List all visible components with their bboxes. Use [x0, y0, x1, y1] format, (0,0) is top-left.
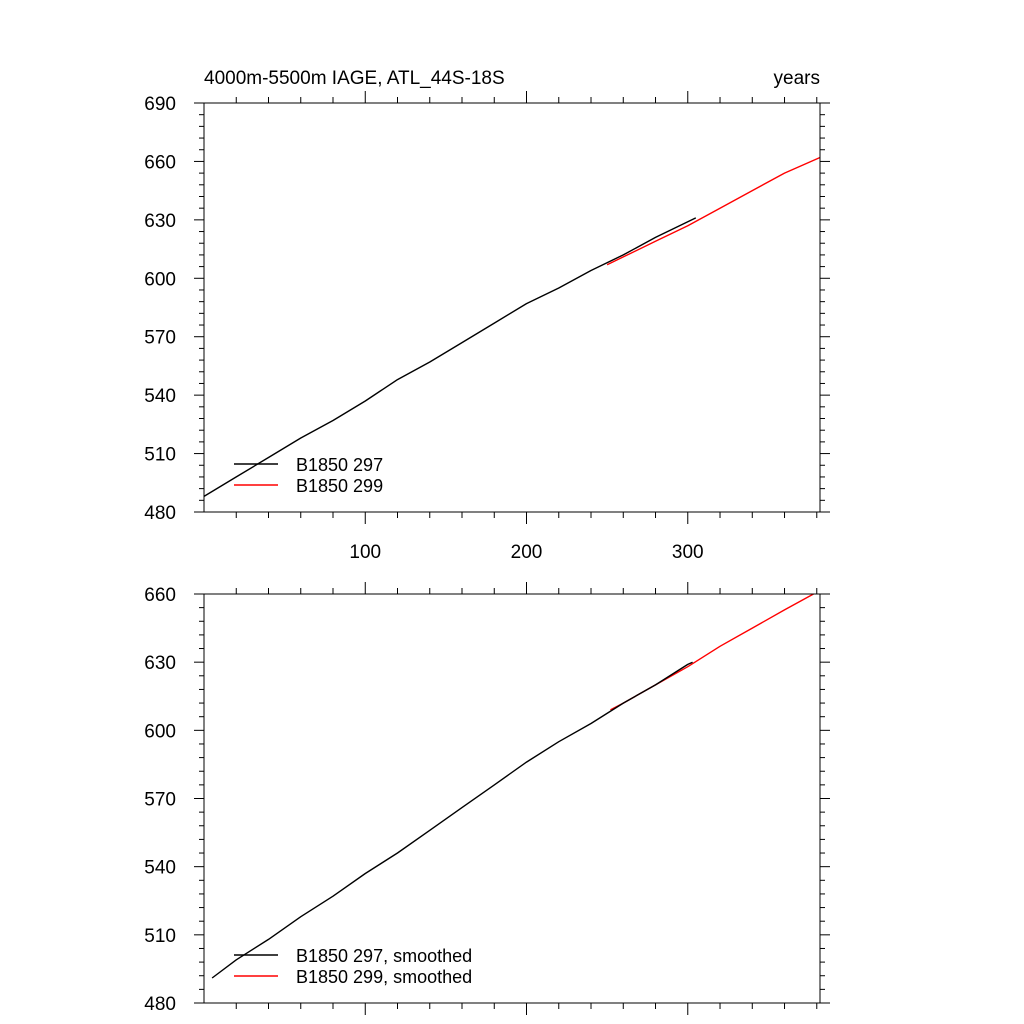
legend-label: B1850 299	[296, 476, 383, 496]
series-line-0	[211, 661, 693, 979]
bottom-panel: 480 510 540 570 600 630 660 B1850 297, smoothe…	[144, 582, 830, 1015]
y-tick-label: 690	[144, 94, 176, 115]
legend-label: B1850 297, smoothed	[296, 946, 472, 966]
y-tick-label: 630	[144, 211, 176, 232]
top-panel-ticks	[194, 91, 830, 524]
y-tick-label: 570	[144, 328, 176, 349]
x-tick-label: 100	[349, 542, 381, 563]
y-tick-label: 510	[144, 445, 176, 466]
y-tick-label: 630	[144, 653, 176, 674]
x-tick-label: 200	[511, 542, 543, 563]
legend-label: B1850 299, smoothed	[296, 967, 472, 987]
top-panel-series	[203, 156, 821, 497]
y-tick-label: 480	[144, 503, 176, 524]
y-tick-label: 540	[144, 858, 176, 879]
y-tick-label: 600	[144, 269, 176, 290]
bottom-panel-series	[211, 593, 814, 979]
x-tick-label: 300	[672, 542, 704, 563]
top-panel-units: years	[774, 68, 820, 89]
series-line-0	[203, 217, 697, 497]
y-tick-label: 480	[144, 994, 176, 1015]
top-panel-tick-labels: 480 510 540 570 600 630 660 690 100 200 300	[144, 94, 703, 563]
y-tick-label: 600	[144, 721, 176, 742]
bottom-panel-tick-labels: 480 510 540 570 600 630 660	[144, 585, 176, 1015]
y-tick-label: 660	[144, 585, 176, 606]
bottom-panel-frame	[203, 593, 821, 1004]
y-tick-label: 540	[144, 386, 176, 407]
series-line-1	[606, 156, 821, 266]
y-tick-label: 510	[144, 926, 176, 947]
top-panel: 4000m-5500m IAGE, ATL_44S-18S years 480 5…	[144, 68, 830, 563]
legend-label: B1850 297	[296, 455, 383, 475]
top-panel-title: 4000m-5500m IAGE, ATL_44S-18S	[204, 68, 505, 89]
bottom-panel-ticks	[194, 582, 830, 1015]
top-panel-frame	[203, 102, 821, 513]
y-tick-label: 660	[144, 152, 176, 173]
y-tick-label: 570	[144, 790, 176, 811]
